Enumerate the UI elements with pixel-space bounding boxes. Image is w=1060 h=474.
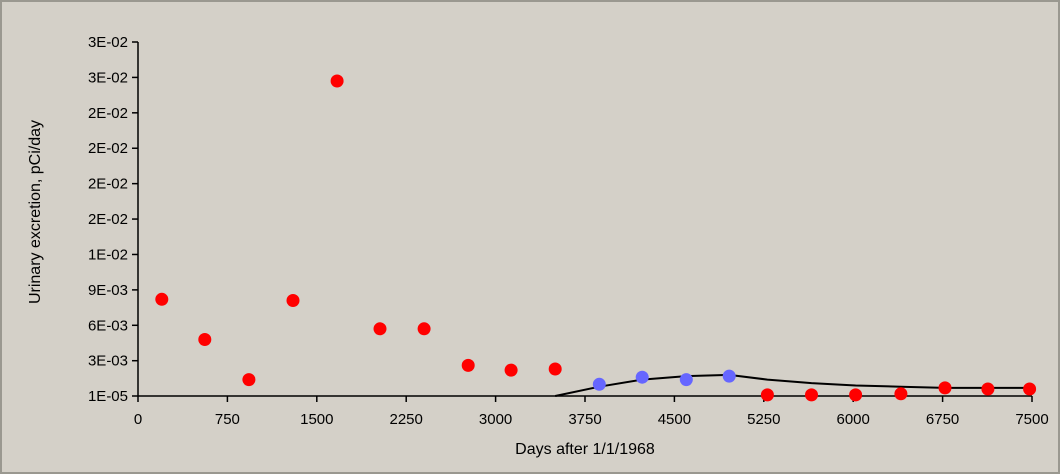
data-point-red bbox=[461, 358, 475, 372]
data-point-red bbox=[373, 322, 387, 336]
data-point-red bbox=[1023, 382, 1037, 396]
data-point-red bbox=[504, 363, 518, 377]
data-point-red bbox=[242, 373, 256, 387]
data-point-red bbox=[760, 388, 774, 402]
y-tick-label: 1E-02 bbox=[88, 246, 128, 263]
x-tick-label: 3000 bbox=[479, 411, 512, 428]
axes: 1E-05 3E-03 6E-03 9E-03 1E-02 2E-02 2E-02 2E-02… bbox=[88, 34, 1049, 428]
fit-line bbox=[554, 373, 1030, 397]
data-point-red bbox=[548, 362, 562, 376]
data-point-blue bbox=[722, 369, 736, 383]
y-tick-label: 2E-02 bbox=[88, 211, 128, 228]
x-axis-title: Days after 1/1/1968 bbox=[515, 441, 655, 458]
data-point-blue bbox=[635, 370, 649, 384]
data-point-red bbox=[417, 322, 431, 336]
data-point-blue bbox=[679, 373, 693, 387]
y-tick-label: 3E-03 bbox=[88, 353, 128, 370]
x-tick-label: 750 bbox=[215, 411, 240, 428]
data-points bbox=[155, 74, 1037, 402]
x-tick-label: 7500 bbox=[1015, 411, 1048, 428]
data-point-red bbox=[198, 333, 212, 346]
x-tick-label: 6000 bbox=[837, 411, 870, 428]
y-axis-title: Urinary excretion, pCi/day bbox=[27, 120, 44, 304]
y-tick-label: 2E-02 bbox=[88, 105, 128, 122]
data-point-red bbox=[849, 388, 863, 402]
fit-line-group bbox=[554, 373, 1030, 397]
data-point-red bbox=[330, 74, 344, 88]
y-tick-label: 3E-02 bbox=[88, 34, 128, 51]
y-tick-label: 2E-02 bbox=[88, 140, 128, 157]
y-tick-label: 3E-02 bbox=[88, 69, 128, 86]
data-point-red bbox=[938, 381, 952, 395]
y-tick-label: 9E-03 bbox=[88, 282, 128, 299]
x-tick-label: 6750 bbox=[926, 411, 959, 428]
x-tick-label: 3750 bbox=[568, 411, 601, 428]
x-tick-label: 4500 bbox=[658, 411, 691, 428]
x-tick-label: 0 bbox=[134, 411, 142, 428]
data-point-red bbox=[981, 382, 995, 396]
x-tick-label: 2250 bbox=[390, 411, 423, 428]
y-tick-label: 2E-02 bbox=[88, 176, 128, 193]
data-point-red bbox=[805, 388, 818, 402]
data-point-red bbox=[286, 294, 300, 307]
data-point-red bbox=[894, 387, 908, 401]
x-tick-label: 5250 bbox=[747, 411, 780, 428]
data-point-red bbox=[155, 292, 169, 306]
data-point-blue bbox=[592, 377, 606, 391]
x-tick-label: 1500 bbox=[300, 411, 333, 428]
y-tick-label: 1E-05 bbox=[88, 388, 128, 405]
y-tick-label: 6E-03 bbox=[88, 317, 128, 334]
